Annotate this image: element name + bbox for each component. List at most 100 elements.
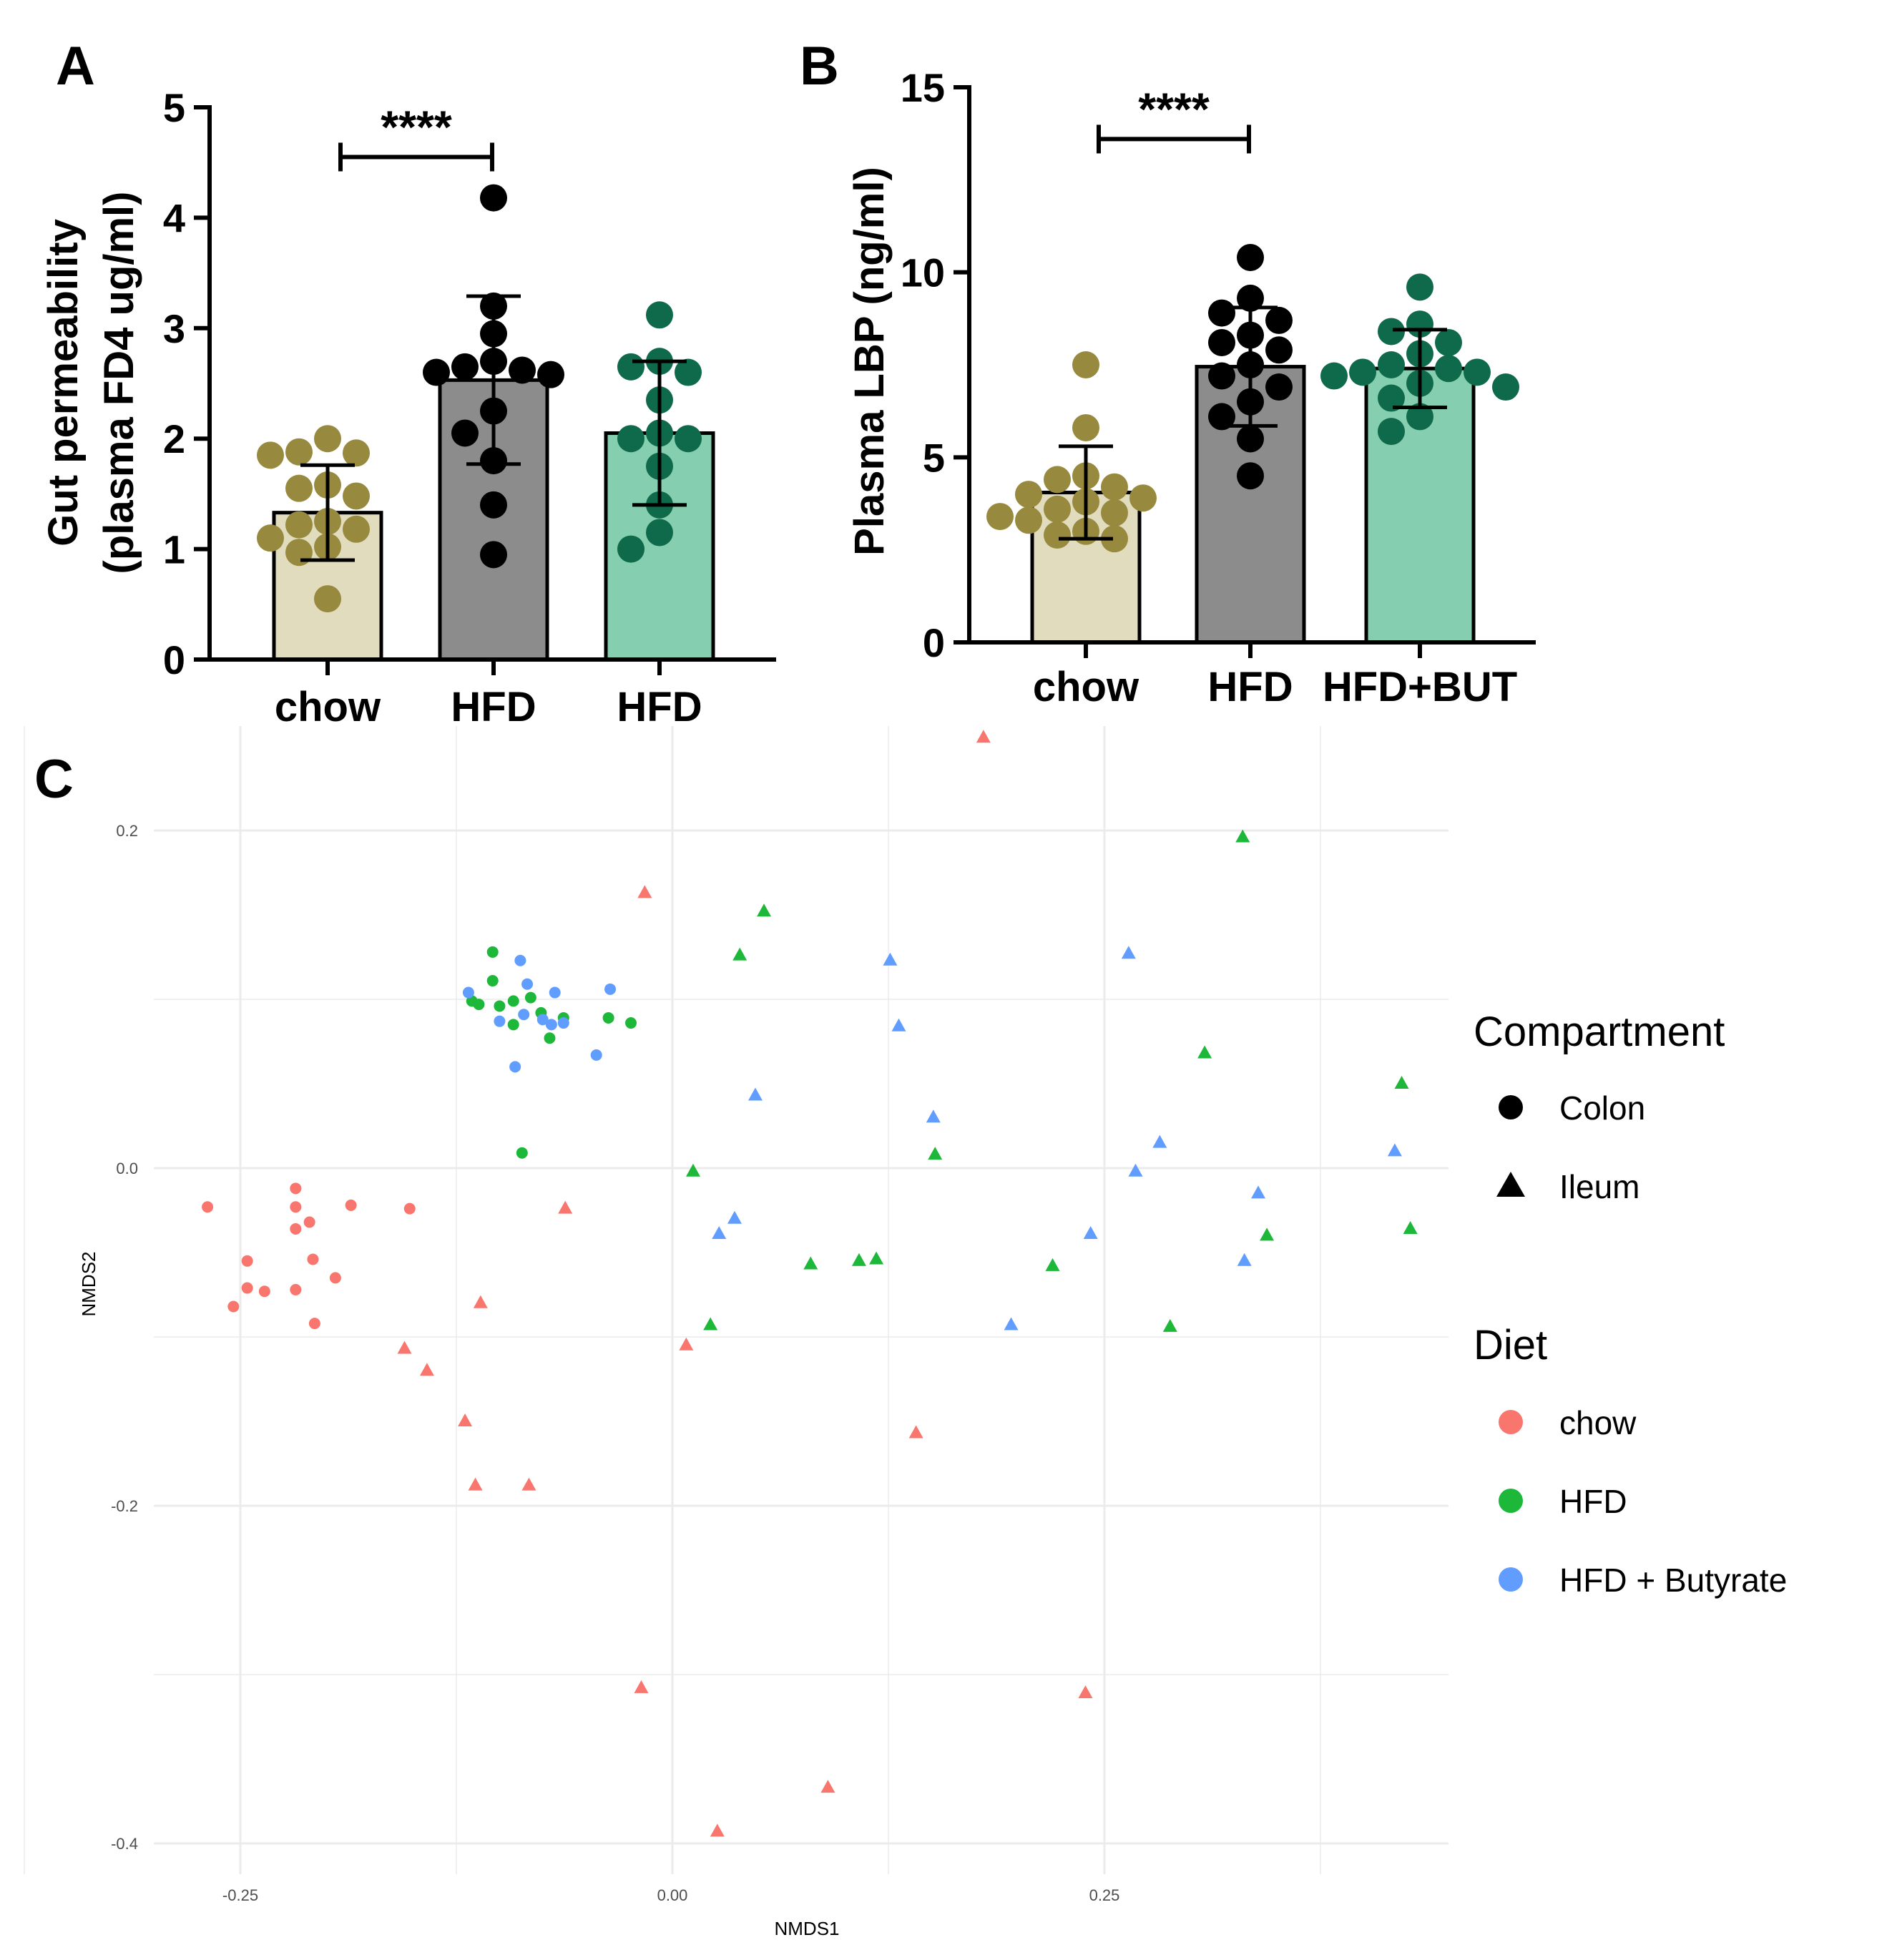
nmds-point-81 [712, 1226, 727, 1240]
nmds-point-55 [1260, 1228, 1275, 1241]
data-point-1-13 [1237, 462, 1264, 490]
data-point-0-14 [1101, 525, 1128, 553]
nmds-point-64 [536, 1014, 549, 1026]
data-point-0-11 [1015, 506, 1042, 534]
x-category-label-0: chow [1033, 664, 1139, 710]
plot-panel [154, 726, 1449, 1874]
x-category-label-2: HFD [617, 684, 702, 730]
nmds-point-53 [869, 1251, 884, 1265]
nmds-point-66 [545, 1019, 557, 1031]
nmds-point-77 [1387, 1143, 1402, 1157]
data-point-0-3 [1044, 466, 1071, 494]
nmds-point-56 [1403, 1220, 1418, 1234]
nmds-point-35 [507, 995, 519, 1007]
y-tick-label-2: 2 [163, 416, 185, 461]
data-point-1-2 [1208, 299, 1235, 327]
nmds-point-54 [1045, 1258, 1060, 1271]
y-tick-label-0: 0 [163, 637, 185, 682]
panel-letter-a: A [56, 36, 95, 97]
data-point-2-8 [1464, 358, 1491, 386]
nmds-point-19 [397, 1341, 412, 1354]
nmds-point-14 [403, 1202, 416, 1215]
legend-compartment-title: Compartment [1474, 1009, 1725, 1055]
data-point-2-10 [646, 519, 673, 547]
data-point-2-0 [1406, 273, 1433, 301]
data-point-1-8 [1208, 362, 1235, 390]
y-tick-label-1: 1 [163, 527, 185, 572]
panel-letter-c: C [34, 749, 74, 810]
nmds-point-30 [486, 946, 499, 958]
data-point-0-8 [1044, 495, 1071, 523]
data-point-0-6 [343, 482, 370, 510]
data-point-2-5 [1378, 351, 1405, 378]
y-tick-label-3: 0.2 [116, 822, 138, 840]
y-axis-title: (plasma FD4 ug/ml) [96, 192, 142, 574]
significance-label: **** [1138, 83, 1210, 134]
data-point-2-3 [1435, 328, 1462, 356]
data-point-0-13 [1044, 521, 1071, 549]
data-point-2-0 [646, 301, 673, 329]
legend-compartment-label-1: Ileum [1559, 1168, 1639, 1205]
y-tick-label-2: 0.0 [116, 1160, 138, 1177]
legend-key-chow [1499, 1410, 1523, 1434]
data-point-0-13 [314, 585, 341, 613]
nmds-point-69 [590, 1049, 602, 1061]
data-point-0-4 [1101, 473, 1128, 501]
significance-label: **** [381, 101, 452, 152]
data-point-2-12 [1378, 384, 1405, 412]
nmds-point-9 [307, 1253, 319, 1265]
data-point-2-9 [1320, 362, 1348, 390]
nmds-point-50 [685, 1163, 700, 1177]
data-point-1-12 [480, 541, 507, 569]
nmds-point-29 [710, 1823, 725, 1837]
data-point-0-1 [257, 441, 284, 469]
data-point-0-0 [1072, 351, 1099, 378]
nmds-point-62 [549, 986, 561, 999]
nmds-point-3 [258, 1285, 270, 1298]
nmds-point-67 [557, 1017, 569, 1029]
nmds-point-38 [507, 1019, 519, 1031]
nmds-point-51 [803, 1256, 818, 1270]
nmds-point-15 [976, 730, 991, 743]
legend-key-triangle [1496, 1172, 1525, 1197]
data-point-2-6 [617, 425, 644, 453]
y-axis-title: NMDS2 [78, 1251, 99, 1316]
nmds-point-61 [521, 978, 534, 990]
panel-letter-b: B [800, 36, 839, 97]
panel-b-bar-chart: 0 5 10 15 chow HFD HFD+BUT Plasma LBP (ng/ml) **… [846, 65, 1536, 710]
legend-key-circle [1499, 1095, 1523, 1119]
y-axis-title: Gut permeability [40, 219, 87, 547]
data-point-2-2 [675, 358, 702, 386]
nmds-point-45 [757, 903, 772, 917]
legend-diet-label-2: HFD + Butyrate [1559, 1562, 1787, 1599]
legend-diet-title: Diet [1474, 1322, 1547, 1368]
nmds-point-28 [820, 1780, 835, 1793]
nmds-point-58 [1162, 1318, 1177, 1332]
nmds-point-83 [1237, 1253, 1252, 1266]
nmds-point-4 [227, 1300, 240, 1313]
nmds-point-36 [524, 991, 536, 1004]
nmds-point-43 [516, 1147, 528, 1159]
legend-compartment-label-0: Colon [1559, 1089, 1645, 1127]
data-point-1-1 [1237, 284, 1264, 312]
nmds-point-46 [732, 947, 747, 961]
data-point-1-5 [1208, 328, 1235, 356]
x-category-label-1: HFD [451, 684, 536, 730]
nmds-point-60 [462, 986, 474, 999]
data-point-0-9 [1101, 499, 1128, 526]
nmds-point-39 [544, 1032, 556, 1044]
nmds-point-49 [928, 1147, 943, 1160]
nmds-point-82 [1083, 1226, 1098, 1240]
data-point-1-4 [451, 353, 479, 381]
nmds-point-23 [521, 1477, 536, 1491]
nmds-point-34 [494, 1000, 506, 1012]
data-point-1-7 [423, 358, 450, 386]
nmds-point-74 [747, 1087, 763, 1101]
data-point-2-7 [675, 425, 702, 453]
data-point-0-6 [1129, 484, 1157, 512]
nmds-point-26 [634, 1680, 649, 1693]
nmds-point-72 [1121, 946, 1136, 959]
data-point-1-11 [1208, 403, 1235, 431]
